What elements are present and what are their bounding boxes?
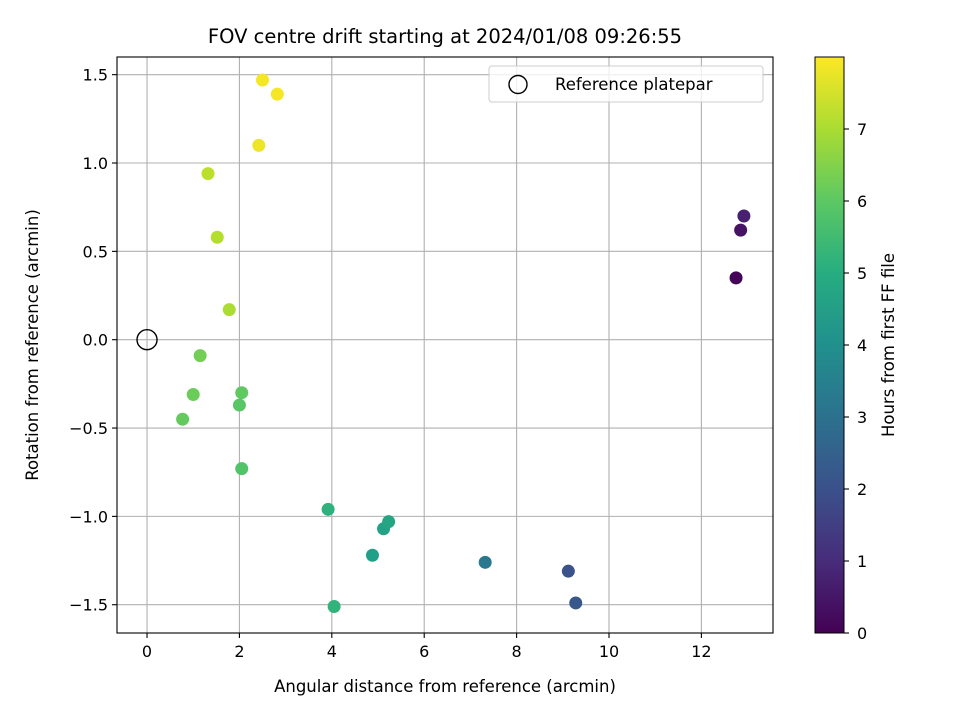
- y-axis-label: Rotation from reference (arcmin): [23, 209, 42, 481]
- x-tick-label: 10: [599, 642, 619, 661]
- y-tick-label: 0.0: [83, 331, 108, 350]
- colorbar-tick-label: 7: [857, 120, 867, 139]
- colorbar: 0 1 2 3 4 5 6 7 Hours from first FF file: [814, 56, 898, 643]
- data-point: [737, 209, 751, 223]
- x-tick-label: 0: [142, 642, 152, 661]
- data-point: [176, 412, 190, 426]
- reference-marker: [136, 328, 158, 351]
- x-tick-label: 8: [512, 642, 522, 661]
- colorbar-tick-label: 0: [857, 624, 867, 643]
- y-tick-label: 1.5: [83, 66, 108, 85]
- x-tick-label: 12: [691, 642, 711, 661]
- data-point: [232, 398, 246, 412]
- legend-box: [488, 65, 764, 103]
- data-point: [729, 271, 743, 285]
- data-point: [222, 303, 236, 317]
- data-point: [327, 599, 341, 613]
- data-point: [252, 138, 266, 152]
- legend: Reference platepar: [488, 65, 764, 103]
- data-point: [321, 502, 335, 516]
- colorbar-tick-label: 5: [857, 264, 867, 283]
- y-tick-label: 1.0: [83, 154, 108, 173]
- colorbar-ticks: 0 1 2 3 4 5 6 7: [844, 120, 867, 643]
- data-point: [561, 564, 575, 578]
- x-axis-ticks: 0 2 4 6 8 10 12: [142, 633, 712, 661]
- colorbar-tick-label: 1: [857, 552, 867, 571]
- colorbar-tick-label: 4: [857, 336, 867, 355]
- x-tick-label: 2: [234, 642, 244, 661]
- colorbar-gradient: [814, 56, 845, 634]
- colorbar-tick-label: 3: [857, 408, 867, 427]
- data-point: [193, 349, 207, 363]
- scatter-points: [176, 73, 751, 613]
- grid-lines: [117, 57, 773, 633]
- colorbar-tick-label: 6: [857, 192, 867, 211]
- y-tick-label: −1.5: [69, 596, 108, 615]
- legend-marker-reference: [508, 74, 528, 95]
- data-point: [186, 387, 200, 401]
- data-point: [569, 596, 583, 610]
- data-point: [235, 386, 249, 400]
- y-axis-ticks: −1.5 −1.0 −0.5 0.0 0.5 1.0 1.5: [69, 66, 117, 615]
- data-point: [256, 73, 270, 87]
- data-point: [210, 230, 224, 244]
- data-point: [270, 87, 284, 101]
- plot-frame: [116, 56, 774, 634]
- data-point: [235, 462, 249, 476]
- colorbar-label: Hours from first FF file: [879, 253, 898, 437]
- x-axis-label: Angular distance from reference (arcmin): [274, 677, 616, 696]
- data-point: [201, 167, 215, 181]
- data-point: [734, 223, 748, 237]
- y-tick-label: −0.5: [69, 419, 108, 438]
- y-tick-label: −1.0: [69, 507, 108, 526]
- x-tick-label: 4: [327, 642, 337, 661]
- reference-point: [136, 328, 158, 351]
- data-point: [365, 548, 379, 562]
- data-point: [478, 555, 492, 569]
- x-tick-label: 6: [419, 642, 429, 661]
- data-point: [382, 515, 396, 529]
- chart-title: FOV centre drift starting at 2024/01/08 …: [208, 25, 682, 48]
- legend-label-reference: Reference platepar: [555, 75, 713, 94]
- colorbar-tick-label: 2: [857, 480, 867, 499]
- y-tick-label: 0.5: [83, 242, 108, 261]
